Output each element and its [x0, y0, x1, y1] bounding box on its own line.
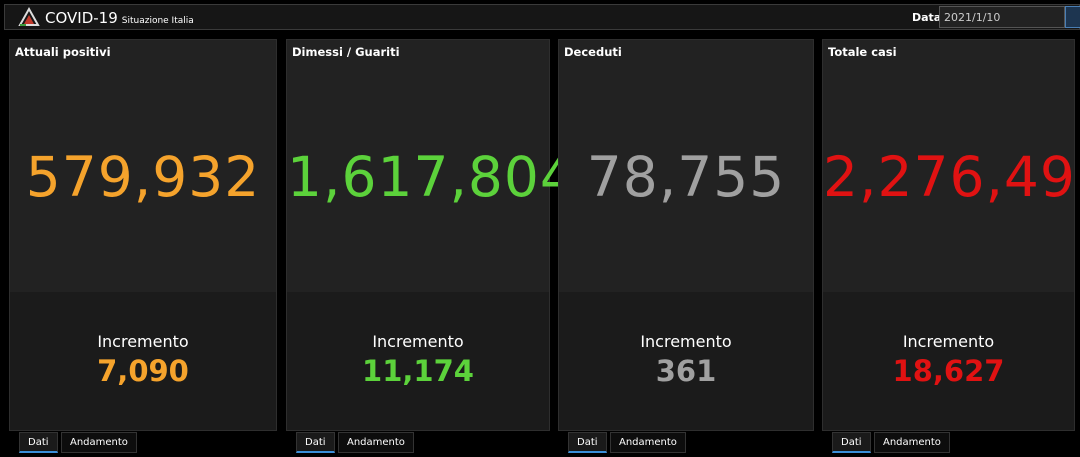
date-label: Data — [912, 11, 942, 24]
logo — [18, 6, 40, 26]
tab[interactable]: Dati — [568, 432, 607, 453]
increment-label: Incremento — [372, 332, 464, 351]
card-title: Attuali positivi — [15, 45, 111, 59]
increment-label: Incremento — [640, 332, 732, 351]
card-footer: Incremento 11,174 — [287, 292, 549, 430]
card-title: Deceduti — [564, 45, 622, 59]
tab[interactable]: Dati — [296, 432, 335, 453]
increment-value: 7,090 — [97, 354, 189, 388]
stat-card: Totale casi 2,276,491 Incremento 18,627 — [822, 39, 1080, 431]
tab[interactable]: Dati — [832, 432, 871, 453]
increment-value: 18,627 — [892, 354, 1005, 388]
stat-card: Attuali positivi 579,932 Incremento 7,090 — [9, 39, 277, 431]
header: COVID-19 Situazione Italia Data 2021/1/10 — [4, 4, 1080, 30]
increment-value: 11,174 — [362, 354, 474, 388]
card-footer: Incremento 18,627 — [823, 292, 1074, 430]
increment-label: Incremento — [97, 332, 189, 351]
tab[interactable]: Dati — [19, 432, 58, 453]
increment-value: 361 — [655, 354, 717, 388]
card-value: 2,276,491 — [823, 145, 1080, 209]
card-title: Dimessi / Guariti — [292, 45, 400, 59]
tab[interactable]: Andamento — [338, 432, 414, 453]
increment-label: Incremento — [902, 332, 995, 351]
card-title: Totale casi — [828, 45, 897, 59]
card-footer: Incremento 361 — [559, 292, 813, 430]
stat-card: Dimessi / Guariti 1,617,804 Incremento 11,1… — [286, 39, 576, 431]
calendar-button[interactable] — [1065, 6, 1080, 28]
stat-card: Deceduti 78,755 Incremento 361 — [558, 39, 814, 431]
app-title: COVID-19 Situazione Italia — [45, 9, 194, 27]
tab[interactable]: Andamento — [610, 432, 686, 453]
tab[interactable]: Andamento — [874, 432, 950, 453]
card-value: 78,755 — [586, 145, 786, 209]
title: COVID-19 — [45, 9, 118, 27]
card-value: 1,617,804 — [287, 145, 576, 209]
subtitle: Situazione Italia — [121, 16, 194, 26]
card-footer: Incremento 7,090 — [10, 292, 276, 430]
date-input[interactable]: 2021/1/10 — [939, 6, 1065, 28]
tab[interactable]: Andamento — [61, 432, 137, 453]
card-value: 579,932 — [25, 145, 261, 209]
